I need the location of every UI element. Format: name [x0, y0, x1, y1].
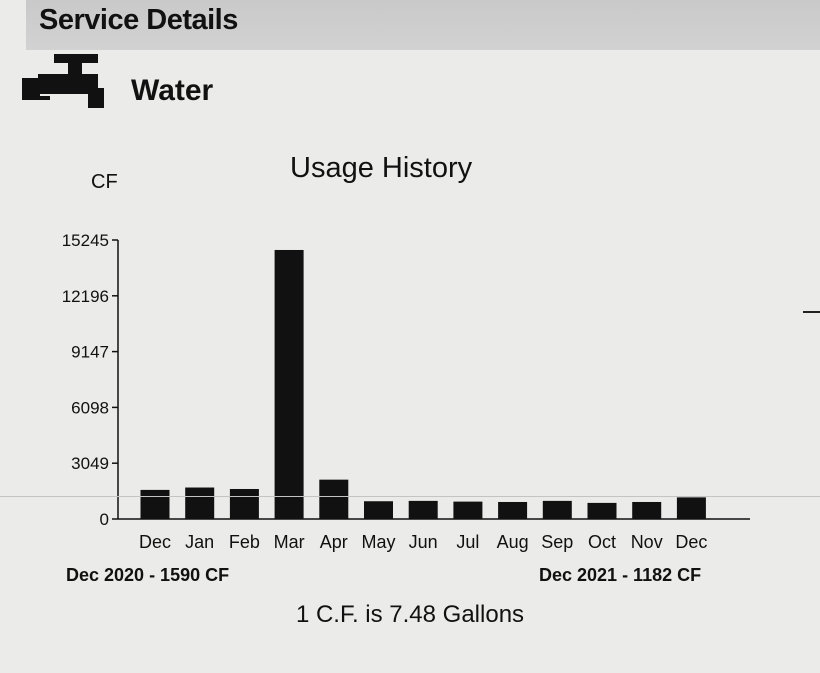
bar	[408, 500, 438, 519]
y-tick-label: 12196	[62, 287, 109, 306]
y-tick-label: 0	[100, 510, 109, 529]
service-name: Water	[131, 74, 214, 107]
bar	[587, 502, 617, 519]
x-tick-label: Sep	[541, 532, 573, 552]
bar	[453, 501, 483, 519]
x-tick-label: Nov	[631, 532, 663, 552]
gallons-footnote: 1 C.F. is 7.48 Gallons	[295, 601, 525, 628]
x-tick-label: Dec	[675, 532, 707, 552]
period-end-label: Dec 2021 - 1182 CF	[539, 565, 702, 585]
bar	[676, 497, 706, 519]
y-tick-label: 15245	[62, 231, 109, 250]
x-tick-label: Aug	[497, 532, 529, 552]
y-tick-label: 9147	[71, 343, 109, 362]
paper-crease	[0, 496, 820, 497]
bar	[319, 479, 349, 519]
bar	[274, 249, 304, 519]
x-tick-label: Jul	[456, 532, 479, 552]
x-tick-label: Dec	[139, 532, 171, 552]
x-tick-label: Oct	[588, 532, 616, 552]
x-tick-label: Apr	[320, 532, 348, 552]
bar	[542, 500, 572, 519]
water-faucet-icon	[22, 54, 104, 108]
bar	[632, 501, 662, 519]
x-tick-label: Mar	[274, 532, 305, 552]
bar	[140, 489, 170, 519]
section-title: Service Details	[39, 4, 238, 36]
period-start-label: Dec 2020 - 1590 CF	[66, 565, 230, 585]
x-tick-label: Jan	[185, 532, 214, 552]
x-tick-label: Feb	[229, 532, 260, 552]
edge-tick-mark	[803, 311, 820, 313]
x-tick-label: Jun	[409, 532, 438, 552]
y-tick-label: 6098	[71, 398, 109, 417]
section-header-band	[26, 0, 820, 50]
x-tick-label: May	[361, 532, 395, 552]
bar	[229, 488, 259, 519]
y-tick-label: 3049	[71, 454, 109, 473]
bar	[498, 501, 528, 519]
y-axis-unit-label: CF	[91, 171, 118, 193]
bar	[185, 487, 215, 519]
chart-title: Usage History	[290, 152, 473, 184]
bar	[364, 501, 393, 519]
